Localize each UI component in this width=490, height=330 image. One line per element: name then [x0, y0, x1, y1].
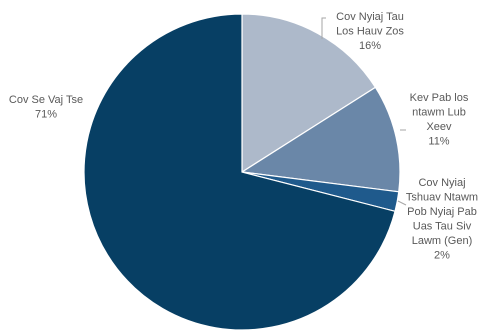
slice-category-label-line: Pob Nyiaj Pab: [407, 206, 477, 218]
pie-slice-4: [83, 13, 396, 330]
slice-category-label-line: Los Hauv Zos: [336, 26, 404, 38]
slice-category-label-line: Xeev: [426, 121, 452, 133]
slice-category-label-line: Lawm (Gen): [412, 235, 473, 247]
slice-percent-label: 11%: [428, 136, 449, 148]
slice-percent-label: 16%: [359, 40, 381, 52]
slice-category-label-line: ntawm Lub: [412, 107, 466, 119]
pie-slice-2: [240, 86, 401, 193]
slice-label-4: Cov Se Vaj Tse 71%: [9, 94, 83, 121]
labels-layer: Cov Nyiaj Tau Los Hauv Zos 16% Kev Pab los n…: [9, 11, 478, 262]
leader-line-1: [321, 17, 326, 39]
slice-percent-label: 2%: [434, 250, 450, 262]
slice-category-label-line: Uas Tau Siv: [413, 221, 472, 233]
slice-label-2: Kev Pab los ntawm Lub Xeev 11%: [410, 92, 469, 148]
leader-line-3: [397, 200, 407, 206]
slice-percent-label: 71%: [35, 109, 57, 121]
leader-lines-layer: [321, 17, 407, 206]
slice-category-label-line: Cov Nyiaj Tau: [336, 11, 404, 23]
pie-slice-1: [241, 13, 377, 174]
slice-label-3: Cov Nyiaj Tshuav Ntawm Pob Nyiaj Pab Uas Ta…: [406, 177, 478, 262]
slices-layer: [83, 13, 401, 330]
slice-category-label-line: Kev Pab los: [410, 92, 469, 104]
slice-category-label-line: Cov Nyiaj: [418, 177, 465, 189]
slice-category-label-line: Tshuav Ntawm: [406, 192, 478, 204]
slice-label-1: Cov Nyiaj Tau Los Hauv Zos 16%: [336, 11, 404, 52]
slice-category-label-line: Cov Se Vaj Tse: [9, 94, 83, 106]
